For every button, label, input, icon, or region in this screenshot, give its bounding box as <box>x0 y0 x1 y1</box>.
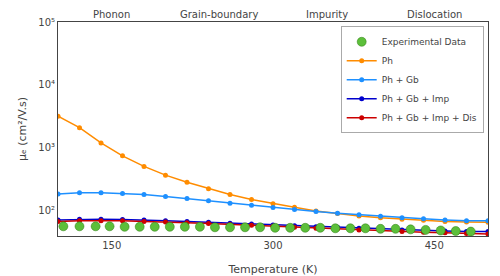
svg-text:Dislocation: Dislocation <box>407 9 462 20</box>
svg-text:Experimental Data: Experimental Data <box>382 37 466 47</box>
svg-text:10³: 10³ <box>38 142 55 153</box>
svg-text:Temperature (K): Temperature (K) <box>228 263 318 276</box>
svg-text:Impurity: Impurity <box>306 9 348 20</box>
svg-text:450: 450 <box>425 240 444 251</box>
svg-text:10⁵: 10⁵ <box>38 17 55 28</box>
svg-text:Grain-boundary: Grain-boundary <box>180 9 258 20</box>
svg-text:10²: 10² <box>38 205 55 216</box>
svg-text:300: 300 <box>263 240 282 251</box>
svg-text:μₑ (cm²/V.s): μₑ (cm²/V.s) <box>16 97 29 161</box>
svg-text:Ph + Gb + Imp + Dis: Ph + Gb + Imp + Dis <box>382 113 477 123</box>
svg-text:10⁴: 10⁴ <box>38 79 55 90</box>
svg-text:Ph + Gb + Imp: Ph + Gb + Imp <box>382 94 450 104</box>
svg-text:150: 150 <box>102 240 121 251</box>
svg-text:Ph: Ph <box>382 56 393 66</box>
svg-text:Ph + Gb: Ph + Gb <box>382 75 419 85</box>
svg-text:Phonon: Phonon <box>93 9 130 20</box>
